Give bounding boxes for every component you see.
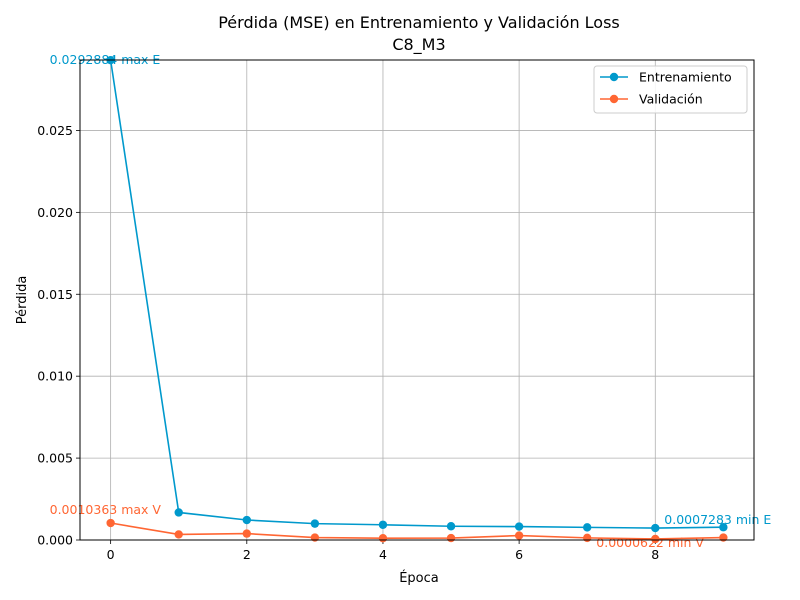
legend-label: Entrenamiento <box>639 70 732 85</box>
series-line-entrenamiento <box>109 60 724 529</box>
x-tick-label: 4 <box>379 547 387 562</box>
chart-title: Pérdida (MSE) en Entrenamiento y Validac… <box>218 13 620 32</box>
data-point <box>242 515 251 525</box>
y-tick-label: 0.015 <box>37 287 73 302</box>
data-point <box>583 523 592 532</box>
legend-marker <box>609 94 619 104</box>
data-point <box>651 534 660 544</box>
x-tick-label: 2 <box>243 547 251 562</box>
data-point <box>446 533 456 543</box>
x-axis-label: Época <box>399 570 439 586</box>
series-lines <box>106 55 728 544</box>
x-tick-label: 8 <box>651 547 659 562</box>
data-point <box>446 522 456 531</box>
y-tick-label: 0.005 <box>37 451 73 466</box>
data-point <box>583 533 592 543</box>
x-tick-label: 6 <box>515 547 523 562</box>
annotation-label: 0.0010363 max V <box>50 502 162 517</box>
data-point <box>514 522 524 531</box>
x-tick-label: 0 <box>107 547 115 562</box>
data-point <box>242 529 251 538</box>
data-point <box>106 518 115 528</box>
data-point <box>378 520 388 529</box>
annotation-label: 0.0007283 min E <box>664 512 771 527</box>
data-point <box>651 523 660 533</box>
data-point <box>174 530 183 539</box>
y-tick-label: 0.020 <box>37 205 73 220</box>
legend-box <box>593 65 748 114</box>
plot-frame <box>79 59 755 541</box>
data-point <box>514 531 524 540</box>
chart-subtitle: C8_M3 <box>392 35 445 55</box>
annotations: 0.0292884 max E0.0007283 min E0.0010363 … <box>50 52 772 550</box>
y-tick-label: 0.025 <box>37 123 73 138</box>
series-line-validacion <box>110 522 724 540</box>
annotation-label: 0.0000622 min V <box>596 535 704 550</box>
grid <box>80 60 754 541</box>
data-point <box>174 508 183 517</box>
legend: Entrenamiento Validación <box>593 65 748 114</box>
y-tick-label: 0.010 <box>37 369 73 384</box>
legend-label: Validación <box>639 92 703 107</box>
data-point <box>719 523 728 532</box>
axis-ticks: 0 2 4 6 8 0.000 0.005 0.010 0.015 0.020 0.025 <box>37 123 659 562</box>
legend-marker <box>609 72 619 82</box>
y-tick-label: 0.000 <box>37 533 73 548</box>
y-axis-label: Pérdida <box>15 276 30 325</box>
data-point <box>378 533 388 543</box>
data-point <box>310 519 320 528</box>
